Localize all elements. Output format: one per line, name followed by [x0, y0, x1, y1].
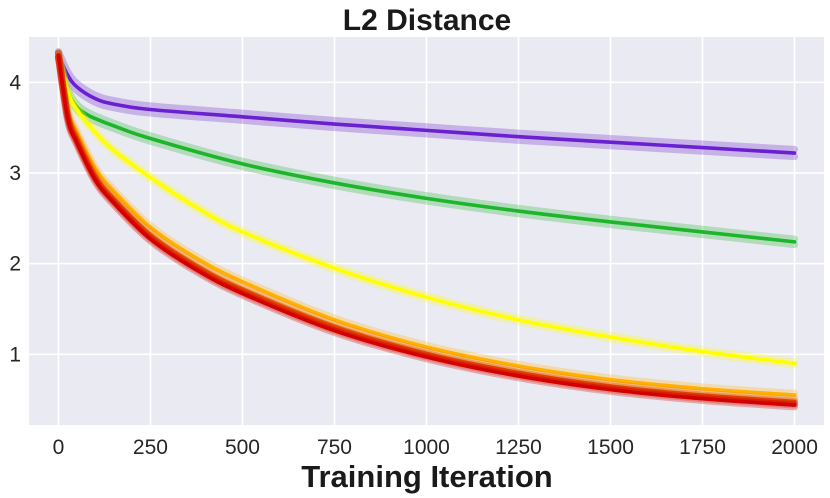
series-line-green — [56, 53, 797, 244]
series-line-purple — [56, 53, 797, 155]
y-tick-label: 4 — [9, 71, 21, 94]
x-tick-label: 2000 — [771, 436, 818, 459]
series-line-yellow — [56, 53, 797, 366]
x-tick-label: 1250 — [495, 436, 542, 459]
y-tick-label: 2 — [9, 253, 21, 276]
y-tick-label: 1 — [9, 343, 21, 366]
series-purple — [54, 48, 799, 161]
x-tick-label: 500 — [225, 436, 260, 459]
x-tick-label: 250 — [133, 436, 168, 459]
x-tick-label: 0 — [53, 436, 65, 459]
x-tick-label: 1750 — [679, 436, 726, 459]
series-band-lower — [54, 55, 799, 161]
y-tick-label: 3 — [9, 162, 21, 185]
series-band-upper — [54, 48, 799, 153]
series-line-orange — [56, 53, 797, 397]
series-yellow — [54, 49, 799, 369]
series-red — [54, 49, 799, 411]
series-band-upper — [54, 48, 799, 243]
series-line-red — [56, 53, 797, 407]
chart-title: L2 Distance — [343, 4, 511, 37]
tick-labels: 0 250 500 750 1000 1250 1500 1750 2000 1 2 3 4 — [9, 71, 818, 459]
x-tick-label: 1500 — [587, 436, 634, 459]
series-orange — [54, 49, 799, 401]
series-layer — [54, 48, 799, 411]
x-axis-label: Training Iteration — [301, 459, 552, 494]
x-tick-label: 750 — [317, 436, 352, 459]
x-tick-label: 1000 — [403, 436, 450, 459]
